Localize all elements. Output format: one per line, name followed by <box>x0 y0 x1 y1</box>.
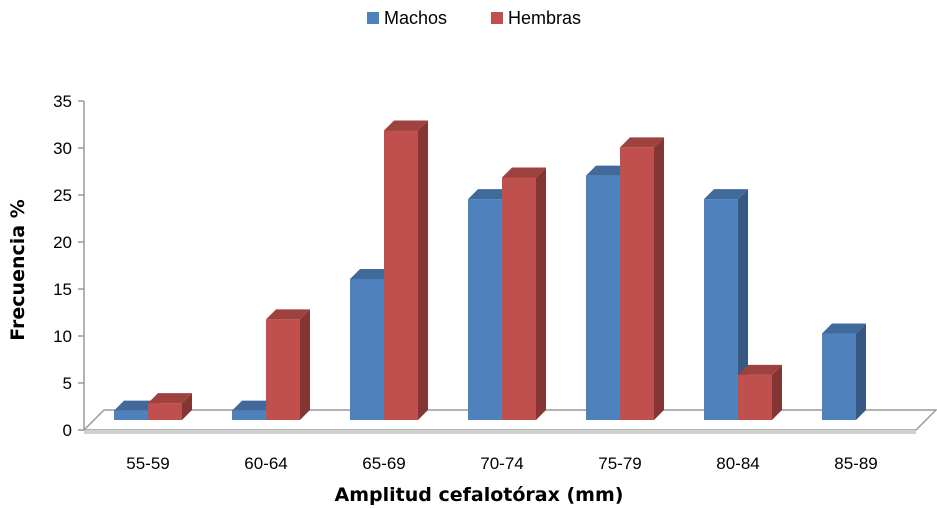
bar-side <box>182 393 192 420</box>
bar-top <box>620 137 664 148</box>
x-tick-label: 55-59 <box>126 454 169 473</box>
bar-front <box>738 374 772 420</box>
bar-top <box>502 167 546 178</box>
bar-top <box>704 189 748 200</box>
bar-top <box>266 309 310 320</box>
bar-hembras-55-59 <box>148 393 192 420</box>
bar-front <box>704 199 738 420</box>
x-tick-label: 60-64 <box>244 454 287 473</box>
x-tick-label: 85-89 <box>834 454 877 473</box>
bar-side <box>738 189 748 420</box>
bar-side <box>654 137 664 420</box>
bar-front <box>502 177 536 420</box>
bar-side <box>418 120 428 420</box>
bar-top <box>468 189 512 200</box>
floor-edge <box>84 430 916 434</box>
bar-front <box>620 147 654 420</box>
bar-top <box>738 364 782 375</box>
y-tick-label: 0 <box>63 421 72 440</box>
bar-front <box>232 410 266 420</box>
y-tick-label: 30 <box>53 139 72 158</box>
x-axis-tick-labels: 55-59 60-64 65-69 70-74 75-79 80-84 85-89 <box>126 454 877 473</box>
x-tick-label: 80-84 <box>716 454 759 473</box>
bar-hembras-60-64 <box>266 309 310 420</box>
bar-front <box>822 333 856 420</box>
y-tick-label: 25 <box>53 186 72 205</box>
x-tick-label: 70-74 <box>480 454 523 473</box>
bar-top <box>384 120 428 131</box>
y-axis: 0 5 10 15 20 25 30 35 <box>53 92 85 440</box>
legend: Machos Hembras <box>367 8 581 28</box>
x-tick-label: 65-69 <box>362 454 405 473</box>
bar-machos-80-84 <box>704 189 748 420</box>
bar-front <box>148 403 182 420</box>
bar-front <box>384 130 418 421</box>
y-tick-label: 10 <box>53 327 72 346</box>
bar-front <box>468 199 502 420</box>
bar-hembras-80-84 <box>738 364 782 420</box>
bar-top <box>114 400 158 411</box>
legend-swatch-hembras <box>491 12 503 24</box>
bar-front <box>586 175 620 420</box>
x-tick-label: 75-79 <box>598 454 641 473</box>
bar-top <box>586 165 630 176</box>
bar-hembras-70-74 <box>502 167 546 420</box>
bar-top <box>148 393 192 404</box>
y-tick-label: 5 <box>63 374 72 393</box>
y-tick-label: 20 <box>53 233 72 252</box>
legend-label-hembras: Hembras <box>508 8 581 28</box>
bar-top <box>350 269 394 279</box>
bar-side <box>772 364 782 420</box>
bar-top <box>822 323 866 334</box>
bar-hembras-65-69 <box>384 120 428 421</box>
bar-side <box>856 323 866 420</box>
y-axis-title: Frecuencia % <box>7 199 29 340</box>
y-tick-label: 15 <box>53 280 72 299</box>
bar-front <box>266 319 300 420</box>
bar-hembras-75-79 <box>620 137 664 420</box>
y-tick-label: 35 <box>53 92 72 111</box>
bar-side <box>536 167 546 420</box>
bar-top <box>232 400 276 411</box>
bar-side <box>300 309 310 420</box>
x-axis-title: Amplitud cefalotórax (mm) <box>335 484 624 506</box>
bar-front <box>350 279 384 420</box>
legend-label-machos: Machos <box>384 8 447 28</box>
bars <box>114 120 866 421</box>
bar-machos-85-89 <box>822 323 866 420</box>
legend-swatch-machos <box>367 12 379 24</box>
bar-front <box>114 410 148 420</box>
